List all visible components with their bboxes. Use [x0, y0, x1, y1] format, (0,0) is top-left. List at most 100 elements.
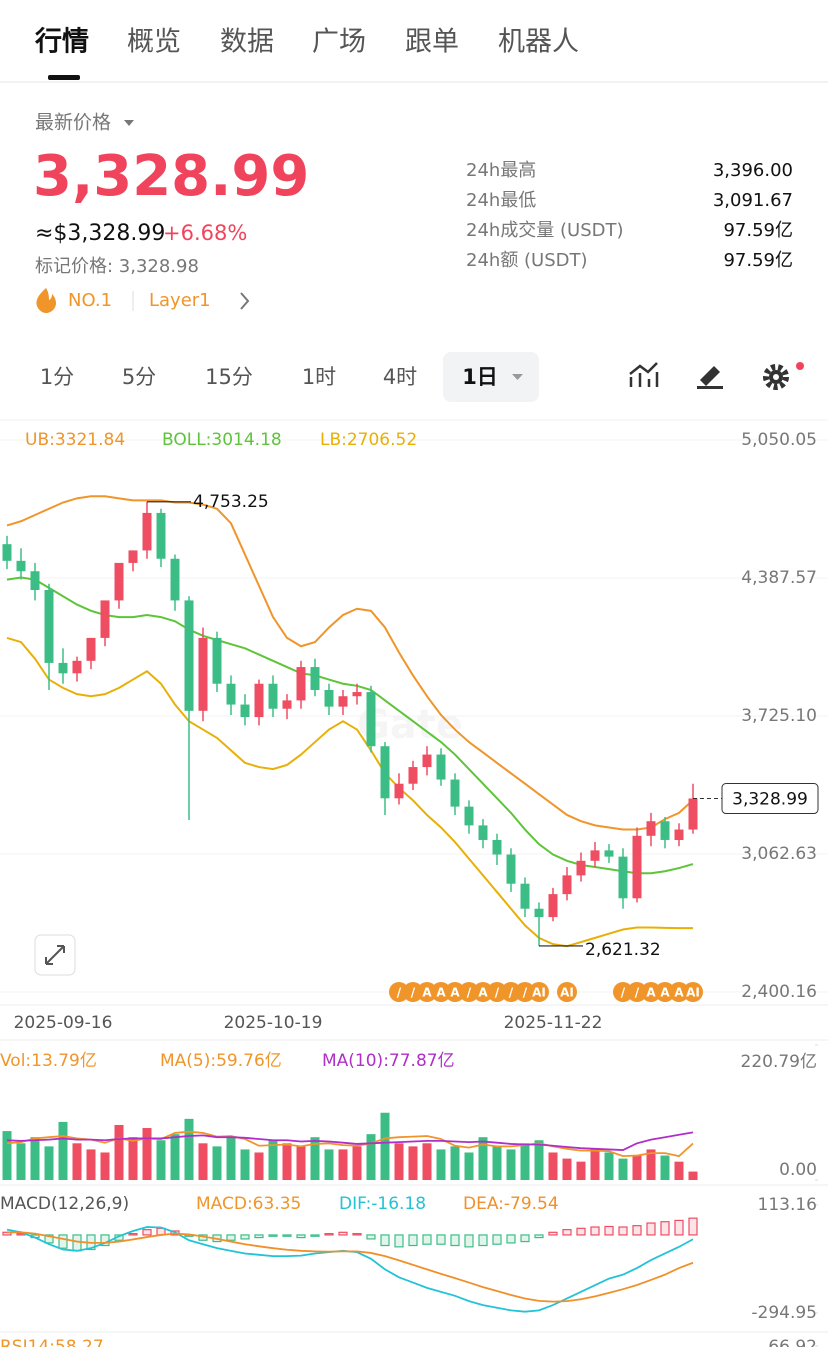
ai-badge-text: / — [397, 986, 402, 1000]
ai-badge — [487, 982, 507, 1002]
volume-bar — [338, 1149, 348, 1180]
volume-bar — [254, 1152, 264, 1180]
expand-button[interactable] — [34, 934, 76, 976]
macd-bar — [506, 1234, 516, 1244]
expand-glyph — [45, 945, 65, 965]
hot-icon — [36, 288, 56, 313]
rank-tag[interactable]: NO.1 — [68, 290, 112, 311]
ai-badge — [529, 982, 549, 1002]
volume-bar — [268, 1140, 278, 1180]
candle-body — [604, 850, 614, 857]
interval-selected-bg — [443, 352, 539, 402]
ai-badge — [613, 982, 633, 1002]
interval-tab[interactable]: 5分 — [122, 365, 156, 389]
interval-tab[interactable]: 1分 — [40, 365, 74, 389]
tab[interactable]: 行情 — [34, 26, 89, 58]
volume-bar — [576, 1161, 586, 1180]
legend-item: UB:3321.84 — [25, 430, 125, 450]
ai-badge — [431, 982, 451, 1002]
interval-tab[interactable]: 15分 — [205, 365, 253, 389]
stats-panel: 24h最高 3,396.00 24h最低 3,091.67 24h成交量 (USDT) 9… — [466, 160, 793, 271]
candle-body — [310, 667, 320, 690]
chevron[interactable] — [240, 292, 250, 310]
macd-bar — [324, 1233, 334, 1236]
draw-icon[interactable] — [697, 366, 723, 389]
ai-badge-text: / — [509, 986, 514, 1000]
price-label[interactable]: 最新价格 — [35, 112, 111, 134]
tab[interactable]: 数据 — [220, 27, 274, 58]
macd-bar — [58, 1234, 68, 1249]
dropdown-arrow — [512, 374, 523, 380]
candle-body — [282, 700, 292, 709]
x-tick-label: 2025-09-16 — [14, 1013, 113, 1033]
candle-body — [394, 783, 404, 799]
macd-bar — [618, 1226, 628, 1236]
usd-price: ≈$3,328.99 — [35, 221, 165, 246]
interval-tab[interactable]: 4时 — [383, 365, 417, 389]
candle-body — [660, 821, 670, 840]
ai-badge — [641, 982, 661, 1002]
macd-bar — [674, 1219, 684, 1236]
candle-body — [100, 600, 110, 638]
last-price: 3,328.99 — [33, 144, 309, 209]
macd-bar — [366, 1234, 376, 1240]
ai-badge — [417, 982, 437, 1002]
candle-body — [72, 660, 82, 674]
volume-bar — [16, 1143, 26, 1180]
volume-bar — [478, 1137, 488, 1180]
candle-body — [44, 589, 54, 663]
candle-body — [380, 746, 390, 799]
candle-body — [688, 798, 698, 830]
macd-bar — [352, 1233, 362, 1236]
candle-body — [296, 667, 306, 701]
candle-body — [436, 754, 446, 780]
volume-bar — [240, 1149, 250, 1180]
volume-bar — [296, 1146, 306, 1180]
tab[interactable]: 跟单 — [405, 27, 459, 58]
tab[interactable]: 机器人 — [498, 27, 579, 58]
macd-bar — [450, 1234, 460, 1247]
candle-body — [86, 637, 96, 661]
volume-bar — [380, 1112, 390, 1180]
candle-body — [590, 850, 600, 861]
ai-badge-text: / — [621, 986, 626, 1000]
macd-bar — [660, 1221, 670, 1236]
interval-tab[interactable]: 1日 — [462, 365, 498, 389]
candle-body — [548, 894, 558, 918]
candle-body — [268, 683, 278, 709]
volume-bar — [450, 1146, 460, 1180]
stat-label: 24h额 (USDT) — [466, 250, 588, 271]
candle-body — [254, 683, 264, 718]
interval-tab[interactable]: 1时 — [302, 365, 336, 389]
volume-bar — [674, 1161, 684, 1180]
tab[interactable]: 广场 — [312, 27, 366, 58]
sector-tag[interactable]: Layer1 — [149, 290, 211, 311]
candle-body — [142, 512, 152, 551]
macd-bar — [646, 1222, 656, 1236]
ai-badge — [403, 982, 423, 1002]
ai-badge-text: AI — [560, 986, 574, 1000]
y-tick-label: -294.95 — [751, 1303, 817, 1323]
icon-bars — [629, 372, 659, 387]
y-tick-label: 3,725.10 — [741, 706, 817, 726]
tab[interactable]: 概览 — [127, 27, 181, 58]
ai-badge — [627, 982, 647, 1002]
candle-body — [184, 600, 194, 711]
macd-bar — [226, 1234, 236, 1241]
x-tick-label: 2025-10-19 — [224, 1013, 323, 1033]
settings-icon[interactable] — [763, 362, 804, 390]
stat-label: 24h成交量 (USDT) — [466, 220, 624, 241]
boll-line — [6, 636, 694, 948]
legend-item: MACD(12,26,9) — [0, 1194, 129, 1214]
candle-body — [520, 883, 530, 909]
ai-badge — [389, 982, 409, 1002]
interval-bar: 1分 5分 15分 1时 4时 1日 — [40, 365, 498, 389]
icon-gear — [763, 364, 789, 390]
volume-bar — [534, 1140, 544, 1180]
macd-bar — [604, 1225, 614, 1236]
last-price-label: 3,328.99 — [732, 790, 808, 810]
stat-value: 3,396.00 — [713, 160, 793, 181]
indicator-icon[interactable] — [629, 362, 659, 387]
ai-badge-text: / — [523, 986, 528, 1000]
